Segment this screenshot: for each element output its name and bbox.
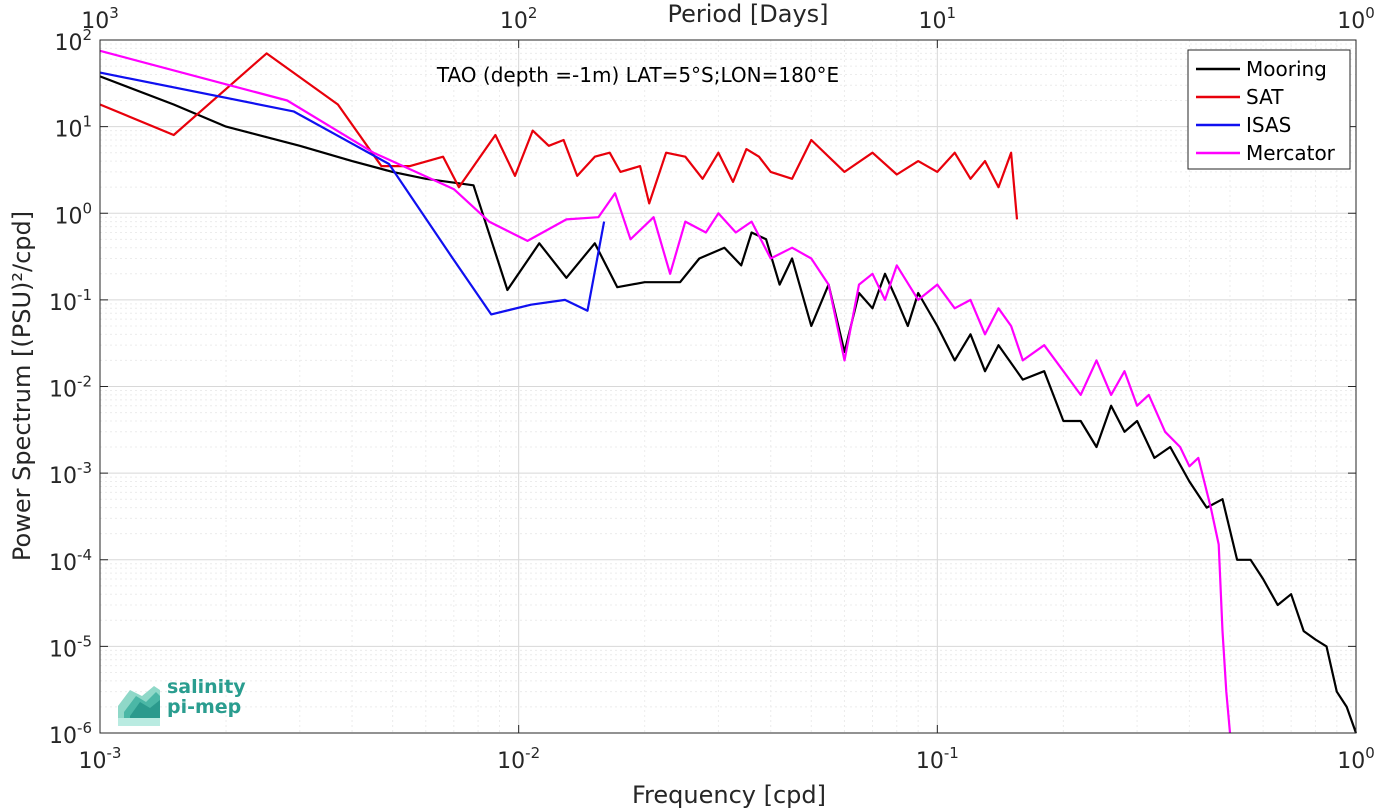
logo-text-salinity: salinity bbox=[167, 676, 246, 698]
y-tick-label: 100 bbox=[54, 199, 92, 229]
series-line-sat bbox=[99, 52, 1019, 220]
top-tick-label: 100 bbox=[1337, 4, 1375, 34]
y-tick-label: 10-1 bbox=[49, 286, 92, 316]
y-axis-label: Power Spectrum [(PSU)²/cpd] bbox=[8, 211, 36, 561]
legend-label-mooring: Mooring bbox=[1246, 57, 1327, 81]
top-tick-label: 102 bbox=[500, 4, 538, 34]
x-tick-label: 10-1 bbox=[916, 744, 959, 774]
x-axis-label: Frequency [cpd] bbox=[632, 781, 826, 809]
top-x-axis-label: Period [Days] bbox=[667, 0, 828, 28]
x-tick-label: 100 bbox=[1337, 744, 1375, 774]
x-tick-label: 10-3 bbox=[79, 744, 122, 774]
top-tick-label: 103 bbox=[81, 4, 119, 34]
series-line-isas bbox=[99, 71, 606, 316]
legend-label-mercator: Mercator bbox=[1246, 141, 1336, 165]
legend-label-isas: ISAS bbox=[1246, 113, 1291, 137]
chart-title: TAO (depth =-1m) LAT=5°S;LON=180°E bbox=[436, 63, 839, 87]
top-tick-label: 101 bbox=[919, 4, 957, 34]
logo-mark-icon bbox=[118, 686, 160, 726]
series-line-mooring bbox=[99, 75, 1358, 734]
y-tick-label: 10-3 bbox=[49, 459, 92, 489]
y-tick-label: 101 bbox=[54, 113, 92, 143]
y-tick-label: 102 bbox=[54, 26, 92, 56]
y-tick-label: 10-2 bbox=[49, 373, 92, 403]
series-line-mercator bbox=[99, 49, 1232, 734]
salinity-pi-mep-logo: salinity pi-mep bbox=[118, 676, 246, 726]
series-layer bbox=[99, 49, 1358, 734]
y-tick-label: 10-5 bbox=[49, 632, 92, 662]
legend: Mooring SAT ISAS Mercator bbox=[1187, 49, 1351, 170]
y-tick-label: 10-6 bbox=[49, 719, 92, 749]
x-tick-label: 10-2 bbox=[497, 744, 540, 774]
legend-label-sat: SAT bbox=[1246, 85, 1284, 109]
logo-text-pi-mep: pi-mep bbox=[167, 696, 241, 718]
y-tick-label: 10-4 bbox=[49, 546, 92, 576]
